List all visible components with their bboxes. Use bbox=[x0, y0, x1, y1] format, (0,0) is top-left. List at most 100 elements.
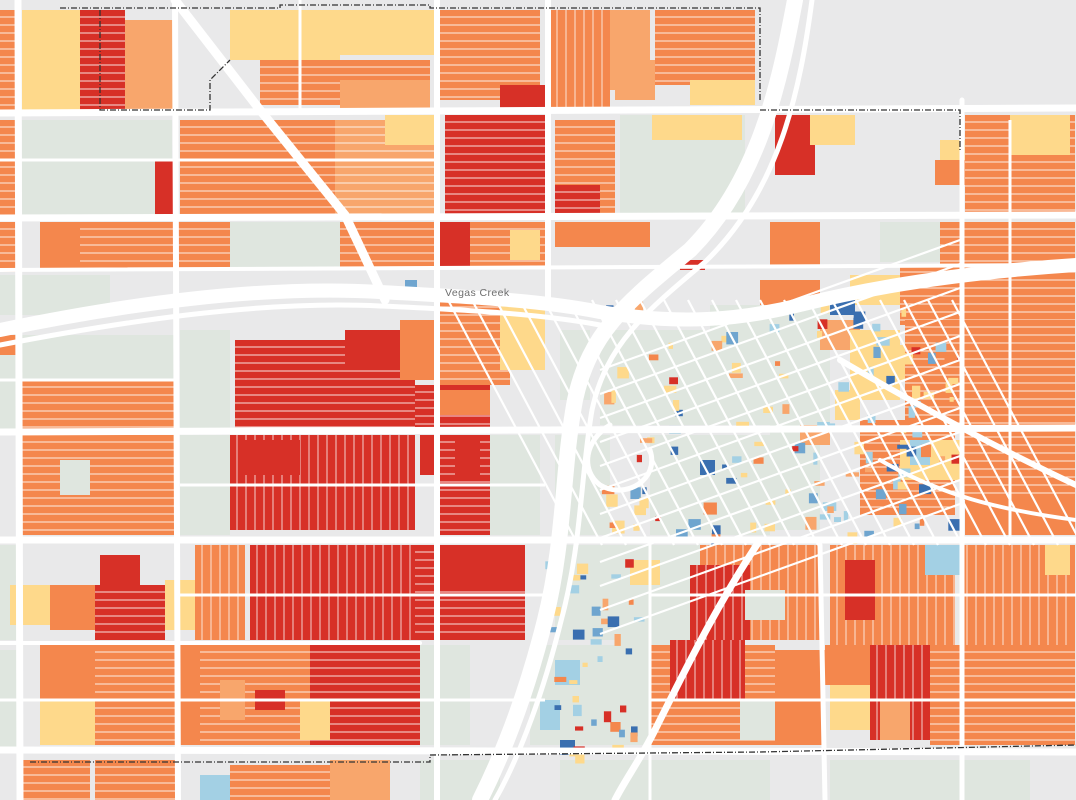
arterial-road bbox=[0, 211, 1076, 222]
downtown-parcel bbox=[935, 342, 947, 352]
downtown-parcel bbox=[908, 406, 916, 418]
parcel-block bbox=[615, 60, 655, 100]
downtown-parcel bbox=[949, 397, 954, 402]
downtown-street bbox=[599, 334, 961, 468]
downtown-parcel bbox=[901, 353, 913, 365]
downtown-parcel bbox=[572, 696, 579, 703]
downtown-street bbox=[495, 299, 627, 546]
arterial-road bbox=[0, 424, 1076, 436]
downtown-parcel bbox=[722, 464, 728, 470]
arterial-road bbox=[817, 542, 828, 800]
downtown-parcel bbox=[655, 516, 661, 522]
downtown-parcel bbox=[670, 446, 679, 455]
downtown-parcel bbox=[636, 454, 642, 463]
parcel-block bbox=[400, 320, 440, 380]
parcel-block bbox=[440, 222, 470, 267]
downtown-parcel bbox=[577, 575, 587, 580]
downtown-parcel bbox=[630, 732, 638, 743]
downtown-parcel bbox=[876, 337, 890, 346]
downtown-street bbox=[599, 502, 961, 636]
downtown-parcel bbox=[597, 656, 603, 662]
downtown-parcel bbox=[590, 639, 602, 645]
downtown-parcel bbox=[619, 729, 625, 738]
parcel-block bbox=[445, 115, 545, 215]
parcel-block bbox=[690, 80, 755, 105]
downtown-parcel bbox=[611, 390, 616, 403]
parcel-block bbox=[300, 700, 330, 740]
downtown-parcel bbox=[576, 563, 589, 574]
downtown-street bbox=[687, 299, 819, 546]
parcel-block bbox=[60, 460, 90, 495]
parcel-block bbox=[440, 545, 525, 585]
parcel-block bbox=[825, 645, 875, 685]
parcel-block bbox=[95, 645, 180, 745]
parcel-layer bbox=[0, 10, 1075, 800]
parcel-block bbox=[1045, 545, 1070, 575]
downtown-parcel bbox=[672, 400, 680, 411]
downtown-parcel bbox=[546, 627, 558, 633]
downtown-parcel bbox=[711, 340, 723, 351]
downtown-parcel bbox=[805, 516, 817, 530]
parcel-block bbox=[455, 435, 480, 475]
downtown-parcel bbox=[573, 574, 581, 581]
downtown-parcel bbox=[575, 753, 585, 764]
downtown-parcel bbox=[669, 377, 678, 385]
parcel-block bbox=[0, 10, 18, 110]
parcel-block bbox=[250, 545, 430, 640]
downtown-parcel bbox=[901, 309, 907, 317]
diagonal-road bbox=[611, 536, 764, 800]
interchange-loop bbox=[585, 422, 655, 493]
downtown-parcel bbox=[843, 511, 849, 521]
downtown-parcel bbox=[740, 472, 748, 478]
downtown-parcel bbox=[794, 442, 806, 454]
downtown-street bbox=[903, 299, 1035, 546]
downtown-parcel bbox=[617, 367, 629, 379]
parcel-block bbox=[22, 155, 172, 215]
parcel-block bbox=[930, 645, 975, 745]
downtown-parcel bbox=[592, 628, 603, 637]
downtown-parcel bbox=[853, 311, 866, 324]
downtown-parcel bbox=[591, 606, 601, 616]
parcel-block bbox=[845, 560, 875, 620]
downtown-parcel bbox=[614, 634, 621, 646]
downtown-street bbox=[599, 310, 961, 444]
downtown-parcel bbox=[639, 497, 649, 509]
parcel-block bbox=[240, 440, 300, 475]
downtown-parcel bbox=[919, 517, 925, 526]
downtown-parcel bbox=[648, 354, 659, 361]
downtown-parcel bbox=[928, 352, 936, 364]
parcel-block bbox=[345, 330, 400, 370]
downtown-street bbox=[807, 299, 939, 546]
downtown-parcel bbox=[914, 523, 920, 530]
downtown-parcel bbox=[775, 361, 781, 366]
downtown-parcel bbox=[610, 722, 621, 732]
parcel-block bbox=[975, 645, 1075, 745]
downtown-parcel bbox=[612, 744, 624, 750]
downtown-parcel bbox=[603, 711, 612, 723]
downtown-parcel bbox=[703, 502, 717, 515]
downtown-parcel bbox=[602, 598, 609, 611]
downtown-parcel bbox=[573, 704, 582, 717]
parcel-block bbox=[230, 222, 340, 267]
downtown-parcel bbox=[819, 514, 831, 520]
downtown-parcel bbox=[854, 441, 864, 455]
parcel-block bbox=[620, 760, 770, 800]
parcel-block bbox=[20, 760, 90, 800]
parcel-block bbox=[280, 10, 340, 60]
parcel-block bbox=[880, 700, 910, 740]
parcel-block bbox=[1010, 115, 1070, 155]
parcel-block bbox=[50, 585, 100, 630]
downtown-parcel bbox=[865, 451, 873, 464]
parcel-block bbox=[560, 760, 620, 800]
downtown-parcel bbox=[575, 726, 584, 731]
downtown-parcel bbox=[569, 680, 578, 685]
downtown-parcel bbox=[582, 662, 588, 667]
downtown-parcel bbox=[838, 382, 849, 392]
parcel-block bbox=[80, 10, 125, 110]
downtown-parcel bbox=[948, 519, 961, 531]
parcel-block bbox=[555, 222, 650, 247]
parcel-block bbox=[670, 640, 745, 700]
downtown-parcel bbox=[808, 493, 818, 504]
